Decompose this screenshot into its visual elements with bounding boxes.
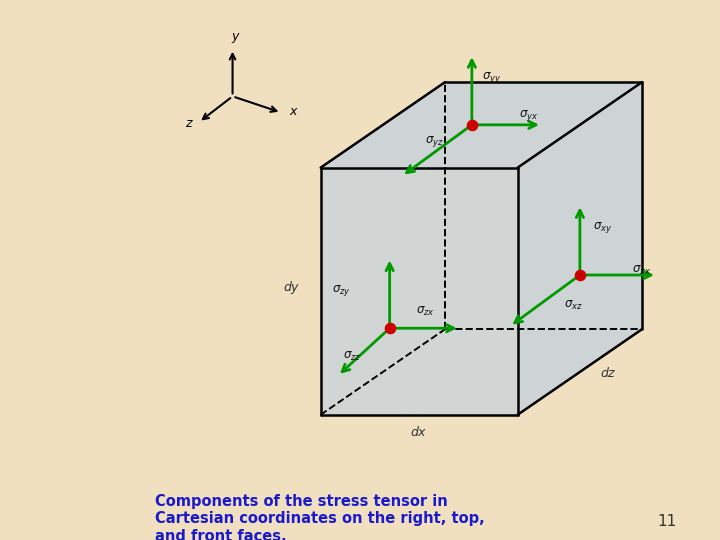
Text: $\mathit{\sigma}_{yz}$: $\mathit{\sigma}_{yz}$ bbox=[425, 134, 444, 149]
Point bbox=[466, 120, 477, 129]
Text: x: x bbox=[289, 105, 297, 118]
Text: $\mathit{\sigma}_{zx}$: $\mathit{\sigma}_{zx}$ bbox=[415, 305, 434, 318]
Text: 11: 11 bbox=[657, 514, 677, 529]
Text: Components of the stress tensor in: Components of the stress tensor in bbox=[155, 494, 448, 509]
Text: $\mathit{\sigma}_{xy}$: $\mathit{\sigma}_{xy}$ bbox=[593, 220, 612, 235]
Text: z: z bbox=[185, 117, 192, 130]
Text: $\mathit{\sigma}_{xz}$: $\mathit{\sigma}_{xz}$ bbox=[564, 299, 583, 313]
Polygon shape bbox=[320, 167, 518, 415]
Text: $\mathit{\sigma}_{yy}$: $\mathit{\sigma}_{yy}$ bbox=[482, 70, 502, 85]
Point bbox=[574, 271, 585, 279]
Point bbox=[384, 324, 395, 333]
Text: $\mathit{\sigma}_{yx}$: $\mathit{\sigma}_{yx}$ bbox=[518, 108, 538, 123]
Text: $dx$: $dx$ bbox=[410, 425, 428, 439]
Text: $\mathit{\sigma}_{xx}$: $\mathit{\sigma}_{xx}$ bbox=[631, 264, 651, 277]
Text: $\mathit{\sigma}_{zy}$: $\mathit{\sigma}_{zy}$ bbox=[332, 283, 351, 298]
Polygon shape bbox=[518, 82, 642, 415]
Text: y: y bbox=[231, 30, 239, 43]
Text: and front faces.: and front faces. bbox=[155, 529, 287, 540]
Polygon shape bbox=[320, 82, 642, 167]
Text: $dy$: $dy$ bbox=[284, 279, 301, 296]
Text: $dz$: $dz$ bbox=[600, 366, 617, 380]
Text: $\mathit{\sigma}_{zz}$: $\mathit{\sigma}_{zz}$ bbox=[343, 350, 361, 363]
Text: Cartesian coordinates on the right, top,: Cartesian coordinates on the right, top, bbox=[155, 511, 485, 526]
